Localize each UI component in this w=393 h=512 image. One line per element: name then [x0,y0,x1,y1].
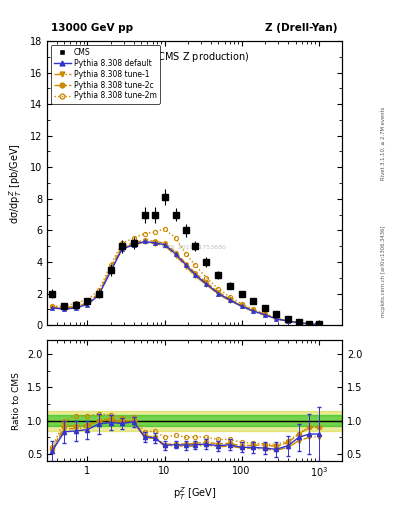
Text: 13000 GeV pp: 13000 GeV pp [51,23,133,33]
Legend: CMS, Pythia 8.308 default, Pythia 8.308 tune-1, Pythia 8.308 tune-2c, Pythia 8.3: CMS, Pythia 8.308 default, Pythia 8.308 … [51,45,160,103]
Bar [47,411,342,431]
Text: CMS_2019_I1753680: CMS_2019_I1753680 [162,244,227,250]
X-axis label: p$_T^Z$ [GeV]: p$_T^Z$ [GeV] [173,485,216,502]
Text: mcplots.cern.ch [arXiv:1306.3436]: mcplots.cern.ch [arXiv:1306.3436] [381,226,386,317]
Y-axis label: dσ/dp$_T^Z$ [pb/GeV]: dσ/dp$_T^Z$ [pb/GeV] [7,142,24,224]
Bar [47,415,342,426]
Text: Z (Drell-Yan): Z (Drell-Yan) [266,23,338,33]
Y-axis label: Ratio to CMS: Ratio to CMS [12,372,21,430]
Text: Rivet 3.1.10, ≥ 2.7M events: Rivet 3.1.10, ≥ 2.7M events [381,106,386,180]
Text: p$_T^{ll}$ (CMS Z production): p$_T^{ll}$ (CMS Z production) [140,50,249,66]
